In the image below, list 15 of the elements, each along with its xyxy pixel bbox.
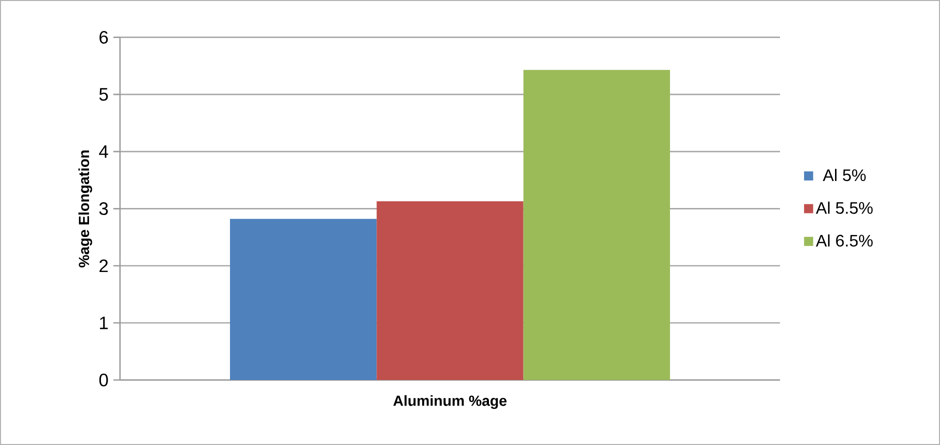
legend-label: Al 6.5%	[816, 234, 873, 247]
y-tick-label: 4	[99, 145, 108, 158]
y-tick-label: 3	[99, 202, 108, 216]
y-tick-label: 0	[99, 374, 108, 386]
legend-label: Al 5%	[822, 168, 866, 182]
y-tick-label: 5	[99, 88, 108, 101]
y-axis-title: %age Elongation	[78, 150, 92, 268]
y-tick-label: 1	[100, 316, 108, 330]
legend-label: Al 5.5%	[816, 202, 873, 214]
bar	[230, 218, 377, 380]
x-axis-title: Aluminum %age	[393, 395, 507, 409]
bar	[376, 201, 524, 380]
y-tick-label: 6	[100, 30, 108, 44]
bar	[523, 70, 670, 380]
y-tick-label: 2	[100, 259, 108, 272]
